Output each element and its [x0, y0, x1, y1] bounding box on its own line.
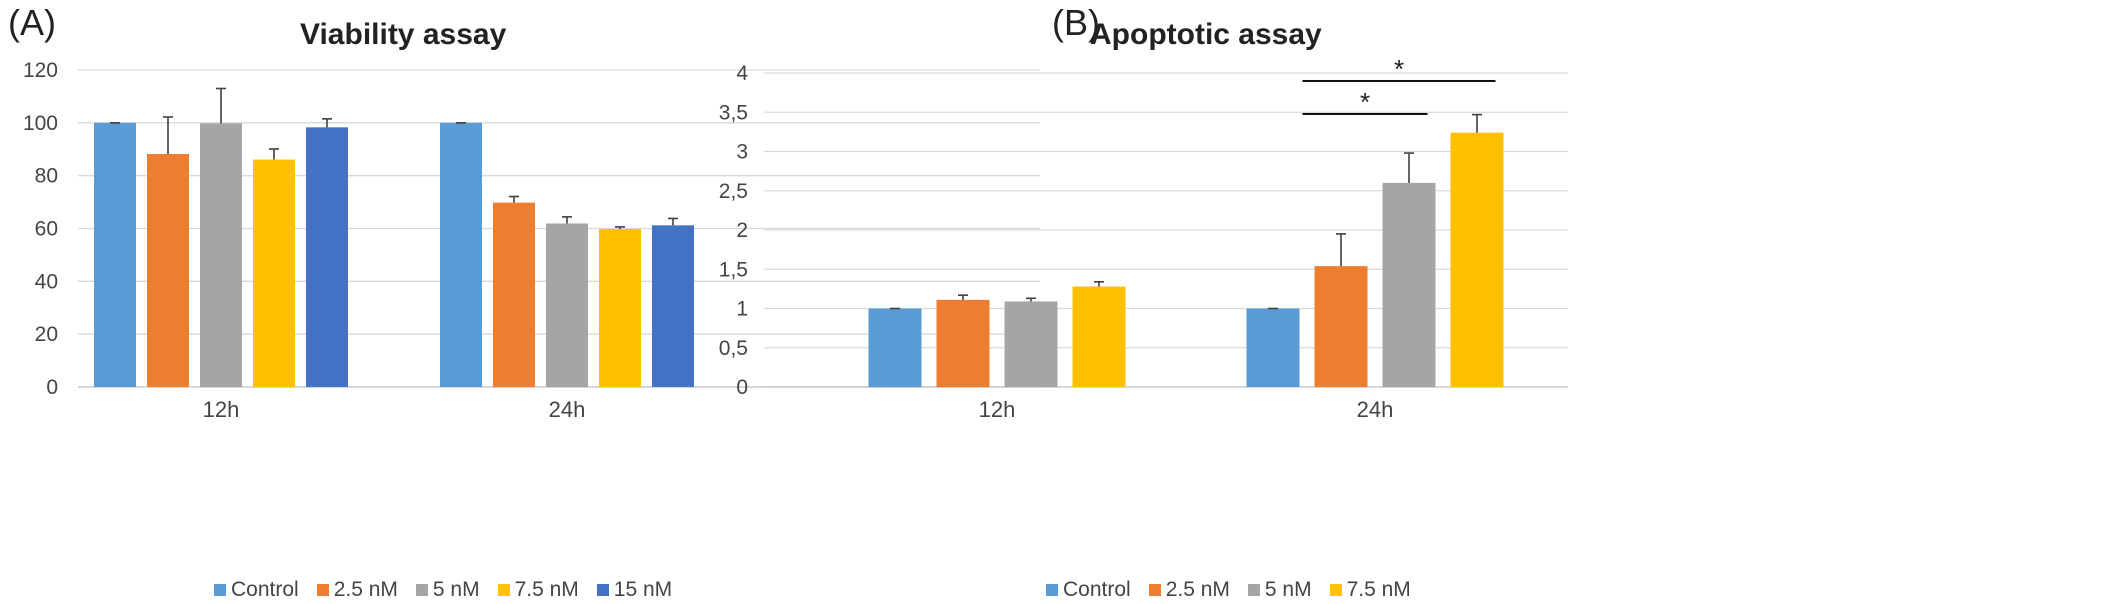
y-tick-label: 0,5: [719, 337, 748, 360]
chart-legend: Control 2.5 nM 5 nM 7.5 nM: [1046, 578, 1429, 602]
bar: [493, 202, 535, 387]
y-tick-label: 80: [35, 165, 58, 188]
x-category-label: 24h: [1357, 397, 1394, 422]
y-tick-label: 4: [736, 62, 748, 85]
y-tick-label: 40: [35, 270, 58, 293]
bar: [1450, 132, 1504, 387]
y-tick-label: 1: [736, 298, 748, 321]
legend-label: 7.5 nM: [1346, 578, 1411, 601]
bar: [868, 308, 922, 387]
legend-item: 2.5 nM: [1148, 578, 1230, 602]
legend-label: 15 nM: [613, 578, 673, 601]
bar: [1246, 308, 1300, 387]
bar: [440, 122, 482, 387]
bar: [1004, 301, 1058, 387]
significance-marker: *: [1394, 54, 1404, 84]
legend-label: 5 nM: [1264, 578, 1312, 601]
legend-swatch: [1247, 584, 1260, 596]
legend-swatch: [1148, 584, 1161, 596]
panel-label: (A): [8, 2, 56, 43]
y-tick-label: 0: [736, 376, 748, 399]
legend-swatch: [316, 584, 329, 596]
legend-item: Control: [1046, 578, 1131, 602]
bar: [306, 127, 348, 388]
legend-swatch: [596, 584, 609, 596]
legend-item: 5 nM: [1247, 578, 1312, 602]
apoptotic-chart-plot: 0 0,5 1 1,5 2 2,5 3 3,5 4 12h 24h * *: [719, 54, 1568, 422]
bar: [1072, 286, 1126, 387]
y-tick-label: 3,5: [719, 101, 748, 124]
legend-label: 2.5 nM: [333, 578, 398, 601]
y-tick-label: 1,5: [719, 258, 748, 281]
bar: [546, 223, 588, 387]
y-tick-label: 60: [35, 218, 58, 241]
legend-label: 5 nM: [432, 578, 480, 601]
legend-label: Control: [231, 578, 299, 601]
y-tick-label: 3: [736, 141, 748, 164]
significance-marker: *: [1360, 87, 1370, 117]
y-tick-label: 0: [46, 376, 58, 399]
y-tick-label: 20: [35, 323, 58, 346]
x-category-label: 12h: [203, 397, 240, 422]
legend-swatch: [415, 584, 428, 596]
y-tick-label: 120: [23, 59, 58, 82]
apoptotic-chart-panel: (B) Apoptotic assay 0 0,5 1 1,5 2 2,5 3 3,5 4 12h…: [719, 0, 2128, 604]
bar: [253, 159, 295, 387]
panel-label: (B): [1052, 2, 1100, 43]
legend-label: 7.5 nM: [514, 578, 579, 601]
legend-swatch: [497, 584, 510, 596]
legend-item: 5 nM: [415, 578, 480, 602]
bar: [936, 299, 990, 387]
x-category-label: 12h: [979, 397, 1016, 422]
viability-chart-panel: (A) Viability assay 0 20 40 60 80 100 120 12h 24…: [0, 0, 1050, 604]
y-tick-label: 100: [23, 112, 58, 135]
legend-item: 7.5 nM: [497, 578, 579, 602]
bar: [599, 229, 641, 387]
y-tick-label: 2: [736, 219, 748, 242]
legend-swatch: [1329, 584, 1342, 596]
legend-item: Control: [214, 578, 299, 602]
bar: [652, 225, 694, 387]
bar: [200, 123, 242, 387]
legend-label: Control: [1063, 578, 1131, 601]
bar: [147, 154, 189, 387]
legend-label: 2.5 nM: [1165, 578, 1230, 601]
legend-swatch: [1046, 584, 1058, 596]
bar: [1314, 266, 1368, 387]
legend-item: 7.5 nM: [1329, 578, 1411, 602]
chart-legend: Control 2.5 nM 5 nM 7.5 nM 15 nM: [214, 578, 690, 602]
legend-swatch: [214, 584, 226, 596]
legend-item: 15 nM: [596, 578, 673, 602]
legend-item: 2.5 nM: [316, 578, 398, 602]
x-category-label: 24h: [549, 397, 586, 422]
bar: [1382, 182, 1436, 387]
bar: [94, 122, 136, 387]
y-tick-label: 2,5: [719, 180, 748, 203]
